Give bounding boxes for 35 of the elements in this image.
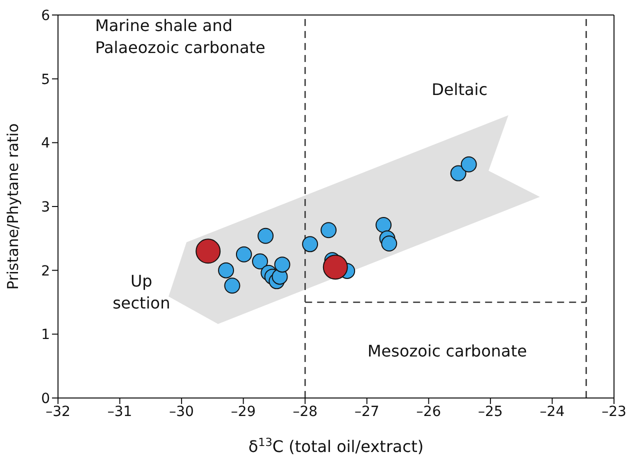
- x-tick-label: –29: [230, 404, 256, 420]
- annotation: Mesozoic carbonate: [367, 342, 527, 361]
- point: [320, 222, 337, 238]
- point: [450, 165, 466, 182]
- point: [252, 253, 268, 270]
- point: [274, 256, 290, 273]
- point: [376, 217, 392, 234]
- x-tick-label: –26: [416, 404, 442, 420]
- x-tick-label: –27: [354, 404, 380, 420]
- y-tick-label: 1: [41, 327, 50, 344]
- annotation: Deltaic: [432, 80, 488, 99]
- x-tick-label: –28: [292, 404, 318, 420]
- point: [218, 262, 234, 278]
- annotation: Marine shale and Palaeozoic carbonate: [95, 16, 266, 57]
- x-tick-label: –30: [169, 404, 194, 420]
- x-axis-title: δ$^{13}$C (total oil/extract): [248, 436, 424, 456]
- point: [224, 278, 240, 294]
- point: [196, 238, 221, 264]
- annotation: Up section: [112, 271, 170, 312]
- y-tick-label: 6: [41, 8, 50, 24]
- point: [302, 236, 318, 252]
- point: [322, 254, 348, 280]
- y-axis-title: Pristane/Phytane ratio: [4, 123, 22, 290]
- y-tick-label: 3: [41, 199, 50, 216]
- x-tick-label: –31: [107, 404, 132, 420]
- point: [236, 246, 252, 262]
- y-tick-label: 4: [41, 136, 50, 152]
- point: [258, 228, 274, 244]
- point: [460, 156, 477, 172]
- y-tick-label: 5: [41, 72, 50, 88]
- x-tick-label: –23: [602, 404, 626, 420]
- point: [381, 236, 398, 252]
- y-tick-label: 2: [41, 263, 50, 280]
- x-tick-label: –24: [540, 404, 565, 420]
- x-tick-label: –25: [478, 404, 503, 420]
